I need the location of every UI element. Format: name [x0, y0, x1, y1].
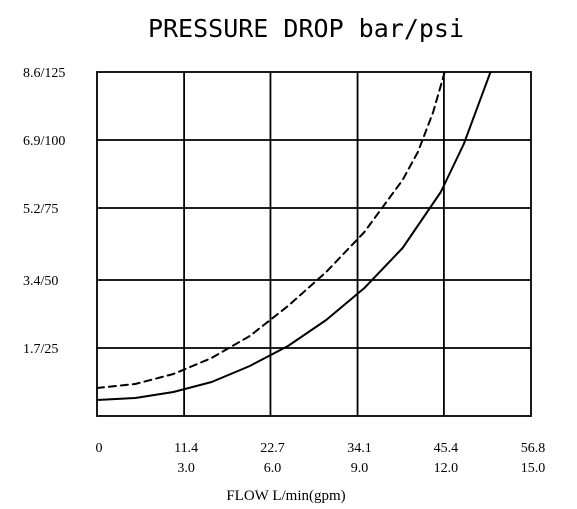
chart-grid — [96, 71, 532, 417]
x-tick-label-primary: 22.7 — [260, 441, 285, 456]
series-line-solid — [96, 71, 492, 401]
x-axis-tick-labels: 0 11.4 3.0 22.7 6.0 34.1 9.0 45.4 12.0 56.8 15.0 — [96, 441, 546, 476]
y-tick-label: 6.9/100 — [23, 134, 65, 149]
x-tick-label-secondary: 9.0 — [351, 461, 369, 476]
y-tick-label: 3.4/50 — [23, 274, 58, 289]
x-axis-label: FLOW L/min(gpm) — [226, 488, 345, 504]
chart-series — [96, 71, 492, 401]
x-tick-label-primary: 0 — [96, 441, 103, 456]
plot-frame — [96, 71, 532, 417]
x-tick-label-secondary: 12.0 — [434, 461, 459, 476]
x-tick-label-primary: 45.4 — [434, 441, 459, 456]
x-tick-label-primary: 11.4 — [174, 441, 198, 456]
x-tick-label-secondary: 3.0 — [177, 461, 195, 476]
x-tick-label-primary: 34.1 — [347, 441, 372, 456]
y-tick-label: 5.2/75 — [23, 202, 58, 217]
series-line-dashed — [96, 71, 446, 389]
x-tick-label-secondary: 15.0 — [521, 461, 546, 476]
x-tick-label-secondary: 6.0 — [264, 461, 282, 476]
x-tick-label-primary: 56.8 — [521, 441, 546, 456]
chart-title: PRESSURE DROP bar/psi — [148, 14, 464, 43]
y-tick-label: 1.7/25 — [23, 342, 58, 357]
y-axis-tick-labels: 1.7/25 3.4/50 5.2/75 6.9/100 8.6/125 — [23, 66, 65, 357]
y-tick-label: 8.6/125 — [23, 66, 65, 81]
